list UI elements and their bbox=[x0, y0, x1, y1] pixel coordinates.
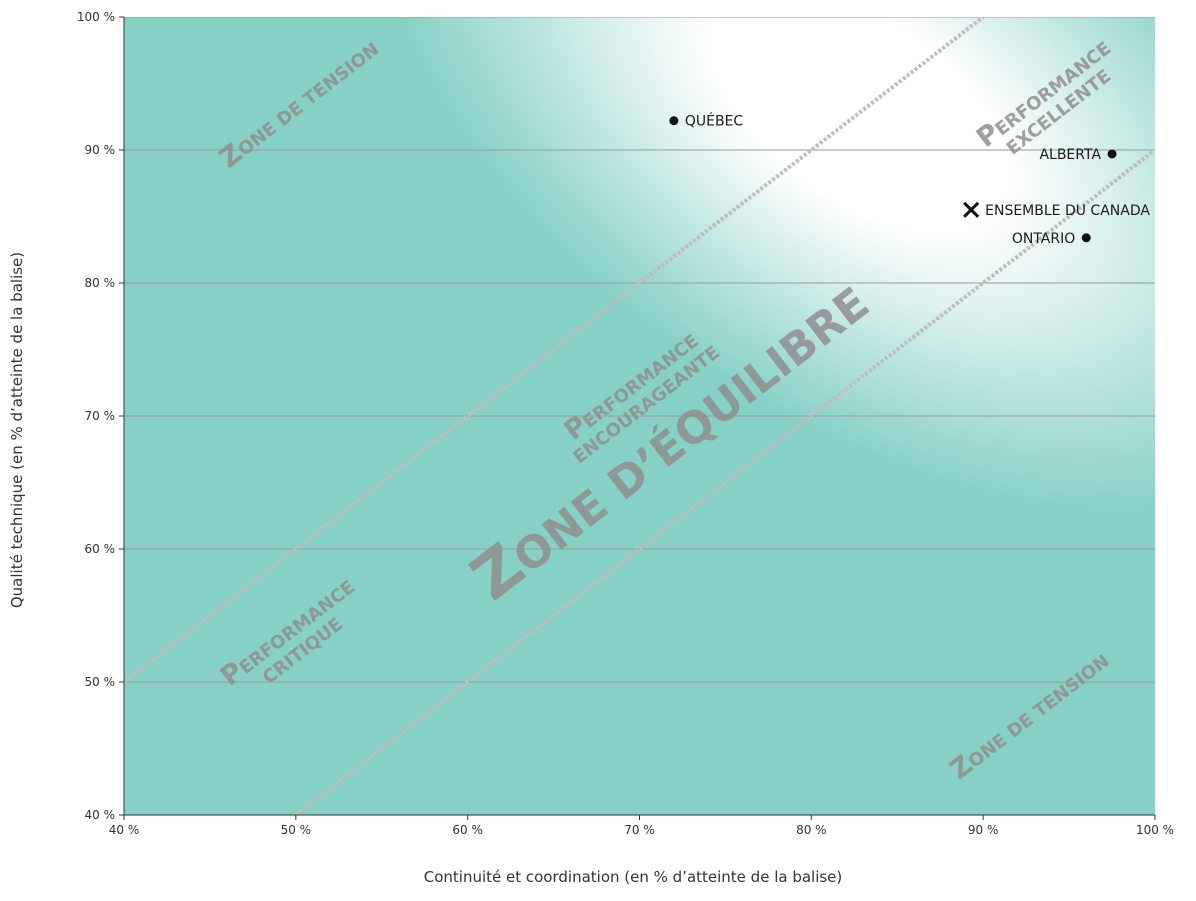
x-tick-label-90: 90 % bbox=[968, 823, 999, 837]
point-label-quebec: QUÉBEC bbox=[685, 113, 744, 130]
x-tick-label-80: 80 % bbox=[796, 823, 827, 837]
y-tick-label-60: 60 % bbox=[85, 542, 116, 556]
y-tick-label-80: 80 % bbox=[85, 276, 116, 290]
y-tick-label-50: 50 % bbox=[85, 675, 116, 689]
x-tick-label-50: 50 % bbox=[281, 823, 312, 837]
point-label-ensemble-du-canada: ENSEMBLE DU CANADA bbox=[985, 203, 1150, 219]
y-tick-label-100: 100 % bbox=[77, 10, 115, 24]
x-tick-label-40: 40 % bbox=[109, 823, 140, 837]
x-tick-label-100: 100 % bbox=[1136, 823, 1174, 837]
axis-ticks: 40 % 50 % 60 % 70 % 80 % 90 % 100 % 40 % 50 % 60 … bbox=[77, 10, 1174, 837]
y-tick-label-70: 70 % bbox=[85, 409, 116, 423]
point-label-alberta: ALBERTA bbox=[1039, 147, 1101, 163]
y-tick-label-90: 90 % bbox=[85, 143, 116, 157]
x-tick-label-60: 60 % bbox=[452, 823, 483, 837]
y-tick-label-40: 40 % bbox=[85, 808, 116, 822]
grid-lines bbox=[124, 17, 1155, 683]
x-tick-label-70: 70 % bbox=[624, 823, 655, 837]
y-axis-title: Qualité technique (en % d’atteinte de la… bbox=[8, 252, 26, 608]
frontier-line-2 bbox=[294, 148, 1155, 815]
data-points: QUÉBEC ALBERTA ENSEMBLE DU CANADA ONTARIO bbox=[669, 113, 1150, 247]
x-axis-title: Continuité et coordination (en % d’attei… bbox=[424, 868, 843, 886]
point-label-ontario: ONTARIO bbox=[1012, 231, 1075, 247]
frontier-lines bbox=[124, 17, 1155, 815]
point-marker-ensemble-du-canada bbox=[963, 201, 980, 218]
frontier-line-1 bbox=[124, 17, 985, 684]
point-marker-quebec bbox=[669, 116, 679, 126]
point-marker-ontario bbox=[1081, 233, 1091, 243]
point-marker-alberta bbox=[1107, 149, 1117, 159]
